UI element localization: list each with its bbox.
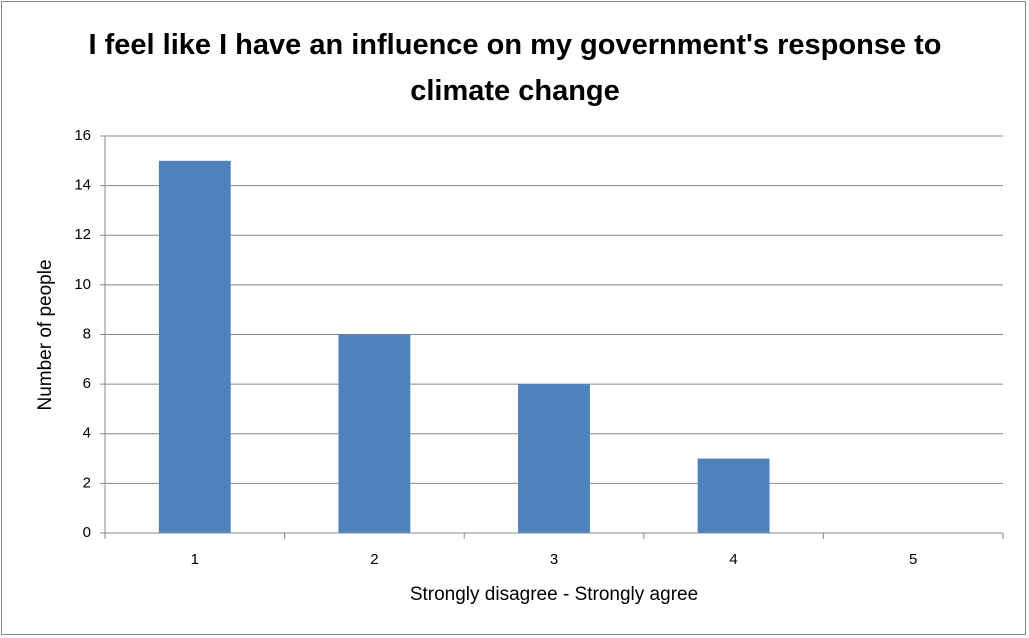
y-tick-label: 16 [74,127,91,144]
x-tick-label: 4 [729,551,737,568]
y-tick-label: 0 [83,524,91,541]
y-axis-title: Number of people [35,259,56,410]
bar [697,458,770,533]
y-tick-label: 6 [83,375,91,392]
x-axis-title: Strongly disagree - Strongly agree [410,584,698,605]
bar [158,160,231,533]
x-tick-label: 5 [909,551,917,568]
y-tick-label: 12 [74,226,91,243]
chart-title: I feel like I have an influence on my go… [88,29,942,107]
x-tick-label: 3 [550,551,558,568]
x-tick-label: 2 [370,551,378,568]
y-tick-label: 8 [83,325,91,342]
bar [518,384,590,533]
y-tick-label: 10 [74,276,91,293]
y-tick-label: 14 [74,177,91,194]
bar [338,334,411,533]
x-tick-label: 1 [191,551,199,568]
y-tick-label: 2 [83,474,91,491]
y-tick-label: 4 [83,425,91,442]
